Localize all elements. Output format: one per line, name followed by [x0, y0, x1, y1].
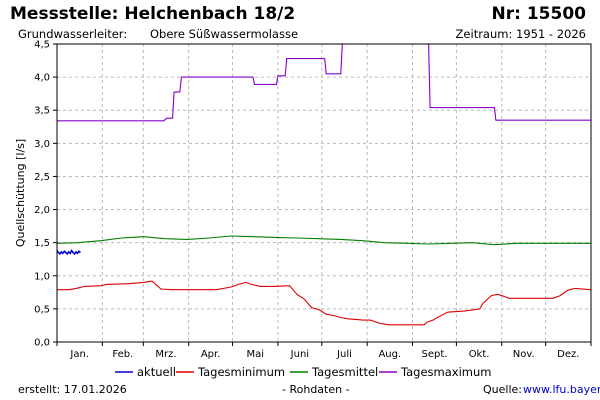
legend-label-aktuell: aktuell [137, 365, 176, 379]
period: Zeitraum: 1951 - 2026 [455, 27, 586, 41]
grid [57, 43, 591, 342]
y-tick-label: 1,5 [34, 238, 50, 249]
x-tick-label: Juli [336, 349, 352, 360]
source-link[interactable]: www.lfu.bayern.de [523, 383, 600, 396]
x-tick-label: Okt. [469, 349, 490, 360]
station-number: Nr: 15500 [491, 4, 586, 24]
aquifer-value: Obere Süßwassermolasse [150, 27, 299, 41]
page-title: Messstelle: Helchenbach 18/2 [10, 4, 296, 24]
series-line-max [57, 44, 591, 122]
data-note: - Rohdaten - [282, 383, 350, 396]
series-line-mittel [57, 235, 591, 246]
x-tick-label: Mrz. [155, 349, 176, 360]
x-axis: Jan. Feb. Mrz. Apr. Mai Juni Juli Aug. Sept. Okt.… [56, 342, 592, 360]
y-tick-label: 0,5 [34, 304, 50, 315]
x-tick-label: Juni [290, 349, 309, 360]
y-axis-label: Quellschüttung [l/s] [14, 139, 27, 247]
y-tick-label: 0,0 [34, 338, 50, 349]
y-tick-label: 3,0 [34, 139, 50, 150]
created-date: erstellt: 17.01.2026 [18, 383, 127, 396]
series-line-min [57, 280, 591, 326]
series-line-aktuell [57, 249, 81, 256]
x-tick-label: Nov. [513, 349, 535, 360]
y-tick-label: 2,5 [34, 172, 50, 183]
y-tick-label: 3,5 [34, 106, 50, 117]
source-label: Quelle: [483, 383, 522, 396]
x-tick-label: Mai [246, 349, 264, 360]
y-tick-label: 1,0 [34, 271, 50, 282]
y-tick-label: 4,5 [34, 40, 50, 51]
x-tick-label: Dez. [557, 349, 579, 360]
plot-frame [56, 43, 592, 343]
aquifer-label: Grundwasserleiter: [18, 27, 128, 41]
y-tick-label: 4,0 [34, 73, 50, 84]
x-tick-label: Apr. [201, 349, 221, 360]
legend: aktuell Tagesminimum Tagesmittel Tagesmaxim… [115, 365, 491, 379]
legend-label-max: Tagesmaximum [400, 365, 491, 379]
x-tick-label: Jan. [69, 349, 89, 360]
x-tick-label: Sept. [421, 349, 447, 360]
legend-label-min: Tagesminimum [197, 365, 285, 379]
y-axis: 0,0 0,5 1,0 1,5 2,0 2,5 3,0 3,5 4,0 4,5 [34, 40, 57, 349]
x-tick-label: Feb. [112, 349, 133, 360]
y-tick-label: 2,0 [34, 205, 50, 216]
series-lines [57, 44, 591, 326]
legend-label-mittel: Tagesmittel [311, 365, 378, 379]
x-tick-label: Aug. [378, 349, 401, 360]
